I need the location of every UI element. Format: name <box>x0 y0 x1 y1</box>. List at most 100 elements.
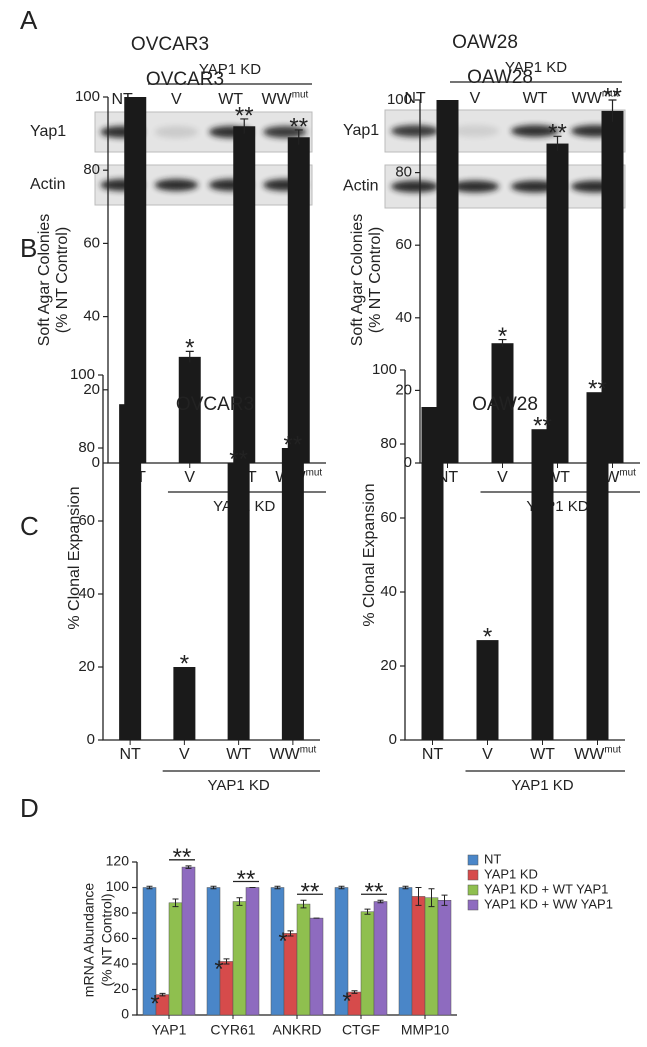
error-bar <box>441 894 448 906</box>
error-bar <box>146 885 153 890</box>
significance-star: * <box>214 956 223 983</box>
y-tick-label: 100 <box>372 361 397 378</box>
group-label: YAP1 KD <box>505 59 567 76</box>
y-tick-label: 20 <box>113 980 129 996</box>
bar <box>119 404 142 740</box>
y-tick-label: 100 <box>106 878 130 894</box>
panel-label: D <box>20 793 39 823</box>
bar <box>360 911 375 1016</box>
blot-row-label: Yap1 <box>30 123 66 140</box>
x-tick-label-sup: mut <box>619 467 636 478</box>
bar <box>531 429 554 740</box>
y-tick-label: 0 <box>404 454 412 471</box>
bar <box>233 126 256 463</box>
significance-star: ** <box>533 413 552 440</box>
significance-star: * <box>185 335 194 362</box>
y-axis-label: % Clonal Expansion <box>66 486 83 629</box>
bar <box>398 887 413 1016</box>
x-tick-label: CTGF <box>342 1022 380 1038</box>
blot-band <box>391 125 439 137</box>
significance-star: ** <box>301 879 320 906</box>
x-tick-label-sup: mut <box>300 744 317 755</box>
y-tick-label: 120 <box>106 853 130 869</box>
y-axis-label: Soft Agar Colonies <box>349 214 366 347</box>
chart-title: OAW28 <box>472 394 538 415</box>
lane-label: WWmut <box>572 88 619 107</box>
y-tick-label: 80 <box>78 439 95 456</box>
lane-label-main: WW <box>262 91 293 108</box>
x-tick-label: V <box>497 469 508 486</box>
error-bar <box>338 885 345 890</box>
significance-star: * <box>498 323 507 350</box>
error-bar <box>351 990 358 994</box>
x-tick-label: WWmut <box>270 744 317 763</box>
bar <box>586 392 609 740</box>
x-tick-label-sup: mut <box>604 744 621 755</box>
significance-star: * <box>278 928 287 955</box>
significance-star: ** <box>548 120 567 147</box>
x-tick-label: YAP1 <box>152 1022 187 1038</box>
error-bar <box>210 885 217 890</box>
bar <box>437 900 452 1016</box>
lane-label: WT <box>218 91 243 108</box>
bar <box>546 143 569 463</box>
y-axis-label: mRNA Abundance <box>81 883 97 998</box>
lane-label: WWmut <box>262 89 309 108</box>
blot-band <box>154 179 199 191</box>
group-label: YAP1 KD <box>208 777 270 794</box>
error-bar <box>300 899 307 909</box>
y-tick-label: 40 <box>380 583 397 600</box>
significance-star: ** <box>237 866 256 893</box>
bar <box>424 897 439 1016</box>
significance-star: * <box>342 988 351 1015</box>
x-tick-label-main: WW <box>574 746 605 763</box>
y-tick-label: 80 <box>83 161 100 178</box>
y-axis-label: (% NT Control) <box>367 227 384 333</box>
group-label: YAP1 KD <box>511 777 573 794</box>
error-bar <box>240 118 249 134</box>
blot-band <box>154 126 199 138</box>
blot-row-label: Actin <box>343 178 379 195</box>
chart-title: OVCAR3 <box>146 69 224 90</box>
blot-row-label: Actin <box>30 176 66 193</box>
significance-star: * <box>180 650 189 677</box>
bar <box>181 866 196 1016</box>
y-tick-label: 20 <box>380 657 397 674</box>
significance-star: ** <box>603 83 622 110</box>
bar <box>436 100 459 463</box>
y-axis-label: (% NT Control) <box>99 893 115 986</box>
legend-label: YAP1 KD <box>484 866 538 881</box>
lane-label: V <box>171 91 182 108</box>
bar <box>281 448 304 740</box>
bar <box>168 902 183 1016</box>
y-tick-label: 40 <box>78 585 95 602</box>
bar <box>421 407 444 740</box>
bar <box>227 462 250 740</box>
error-bar <box>608 99 617 122</box>
significance-star: ** <box>365 879 384 906</box>
significance-star: ** <box>229 446 248 473</box>
error-bar <box>185 865 192 869</box>
legend-swatch <box>467 884 479 896</box>
y-tick-label: 40 <box>83 308 100 325</box>
y-tick-label: 60 <box>78 512 95 529</box>
error-bar <box>185 350 194 363</box>
x-tick-label: NT <box>119 746 141 763</box>
bar <box>296 903 311 1016</box>
blot-title: OVCAR3 <box>131 34 209 55</box>
error-bar <box>364 908 371 915</box>
y-tick-label: 60 <box>83 234 100 251</box>
y-tick-label: 80 <box>380 435 397 452</box>
bar <box>245 887 260 1016</box>
group-label: YAP1 KD <box>199 61 261 78</box>
bar <box>178 356 201 463</box>
blot-band <box>511 125 559 137</box>
legend-label: YAP1 KD + WT YAP1 <box>484 881 608 896</box>
y-axis-label: Soft Agar Colonies <box>36 214 53 347</box>
x-tick-label: WT <box>226 746 251 763</box>
y-tick-label: 0 <box>389 731 397 748</box>
y-tick-label: 0 <box>92 454 100 471</box>
error-bar <box>428 888 435 908</box>
x-tick-label: WT <box>530 746 555 763</box>
